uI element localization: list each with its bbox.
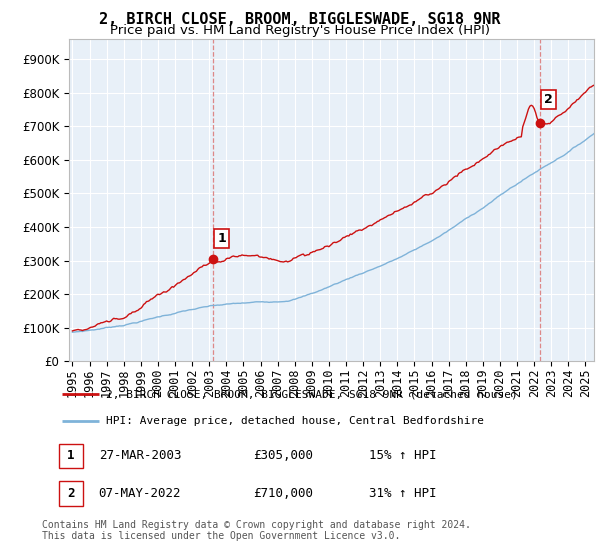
- Text: 2, BIRCH CLOSE, BROOM, BIGGLESWADE, SG18 9NR: 2, BIRCH CLOSE, BROOM, BIGGLESWADE, SG18…: [99, 12, 501, 27]
- Text: £305,000: £305,000: [254, 449, 314, 462]
- Text: 15% ↑ HPI: 15% ↑ HPI: [369, 449, 437, 462]
- Text: HPI: Average price, detached house, Central Bedfordshire: HPI: Average price, detached house, Cent…: [107, 416, 485, 426]
- Bar: [59, 482, 83, 506]
- Bar: [59, 444, 83, 468]
- Text: 2: 2: [67, 487, 75, 500]
- Text: 07-MAY-2022: 07-MAY-2022: [98, 487, 181, 500]
- Text: 2: 2: [544, 93, 553, 106]
- Text: 1: 1: [67, 449, 75, 462]
- Text: Contains HM Land Registry data © Crown copyright and database right 2024.
This d: Contains HM Land Registry data © Crown c…: [42, 520, 471, 542]
- Text: 31% ↑ HPI: 31% ↑ HPI: [369, 487, 437, 500]
- Text: £710,000: £710,000: [254, 487, 314, 500]
- Text: 27-MAR-2003: 27-MAR-2003: [98, 449, 181, 462]
- Text: 1: 1: [217, 232, 226, 245]
- Text: Price paid vs. HM Land Registry's House Price Index (HPI): Price paid vs. HM Land Registry's House …: [110, 24, 490, 37]
- Text: 2, BIRCH CLOSE, BROOM, BIGGLESWADE, SG18 9NR (detached house): 2, BIRCH CLOSE, BROOM, BIGGLESWADE, SG18…: [107, 389, 518, 399]
